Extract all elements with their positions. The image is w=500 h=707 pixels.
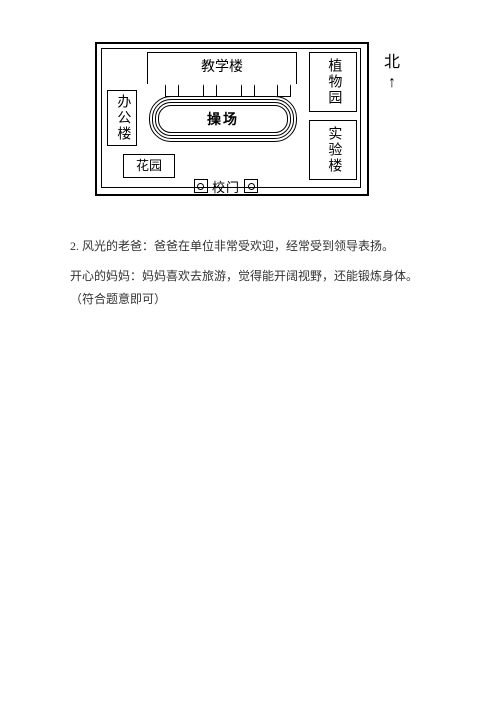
playground-label: 操场	[149, 96, 297, 142]
lab-building-label: 实验楼	[326, 126, 341, 174]
compass-north: 北 ↑	[380, 48, 404, 92]
teaching-building-label: 教学楼	[201, 61, 243, 76]
school-gate: 校门	[193, 176, 259, 196]
campus-map-diagram: 教学楼 办公楼 植物园 实验楼 花园 操场 校门	[95, 42, 405, 197]
botanical-garden-label: 植物园	[326, 58, 341, 106]
office-building-label: 办公楼	[115, 94, 130, 142]
paragraph-text: 风光的老爸：爸爸在单位非常受欢迎，经常受到领导表扬。	[82, 239, 394, 253]
item-number: 2.	[70, 239, 79, 253]
body-paragraph-2: 开心的妈妈：妈妈喜欢去旅游，觉得能开阔视野，还能锻炼身体。（符合题意即可）	[70, 265, 430, 311]
paragraph-text: 开心的妈妈：妈妈喜欢去旅游，觉得能开阔视野，还能锻炼身体。（符合题意即可）	[70, 269, 418, 306]
botanical-garden: 植物园	[309, 52, 357, 112]
office-building: 办公楼	[107, 90, 137, 146]
gate-label: 校门	[212, 177, 240, 196]
north-label: 北	[380, 48, 404, 72]
garden: 花园	[123, 154, 175, 178]
page: 教学楼 办公楼 植物园 实验楼 花园 操场 校门	[0, 0, 500, 707]
lab-building: 实验楼	[309, 120, 357, 180]
playground-track: 操场	[149, 96, 297, 142]
body-paragraph-1: 2. 风光的老爸：爸爸在单位非常受欢迎，经常受到领导表扬。	[70, 235, 430, 258]
gate-post-icon	[244, 179, 258, 193]
teaching-building: 教学楼	[147, 52, 297, 84]
north-arrow-icon: ↑	[388, 74, 396, 91]
garden-label: 花园	[136, 159, 162, 173]
gate-post-icon	[194, 179, 208, 193]
